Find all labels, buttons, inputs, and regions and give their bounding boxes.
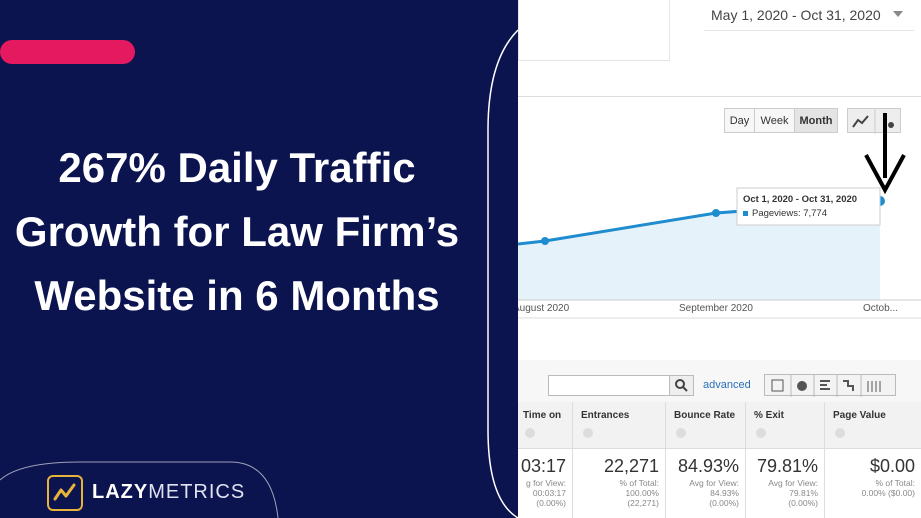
- subtext-line: % of Total:: [619, 478, 659, 488]
- table-column: Time on 03:17 g for View: 00:03:17 (0.00%): [518, 402, 572, 518]
- table-column: Page Value $0.00% of Total: 0.00% ($0.00): [824, 402, 921, 518]
- subtext-line: 100.00%: [625, 488, 659, 498]
- date-picker[interactable]: May 1, 2020 - Oct 31, 2020: [704, 0, 914, 31]
- help-icon: [756, 428, 766, 438]
- column-header: Entrances: [573, 402, 665, 449]
- advanced-link[interactable]: advanced: [703, 379, 751, 391]
- subtext-line: 79.81%: [789, 488, 818, 498]
- chart-icons: [852, 109, 894, 134]
- subtext-line: (0.00%): [788, 498, 818, 508]
- logo-light: METRICS: [148, 481, 246, 503]
- header-text: Page Value: [833, 410, 886, 421]
- subtext-line: % of Total:: [875, 478, 915, 488]
- period-button[interactable]: Day: [724, 108, 755, 133]
- table-column: Bounce Rate 84.93% Avg for View: 84.93% (0.0…: [665, 402, 745, 518]
- metric-subtext: % of Total: 100.00% (22,271): [619, 478, 659, 508]
- left-panel: 267% Daily Traffic Growth for Law Firm’s…: [0, 29, 518, 518]
- metric-value: 22,271: [603, 456, 659, 476]
- tooltip-metric: Pageviews: 7,774: [752, 208, 827, 219]
- subtext-line: Avg for View:: [768, 478, 818, 488]
- headline: 267% Daily Traffic Growth for Law Firm’s…: [14, 144, 460, 319]
- subtext-line: (0.00%): [536, 498, 566, 508]
- tooltip-date: Oct 1, 2020 - Oct 31, 2020: [743, 194, 858, 205]
- subtext-line: 00:03:17: [532, 488, 566, 498]
- metric-value: 03:17: [520, 456, 566, 476]
- chart-type-buttons[interactable]: [847, 108, 901, 134]
- metric-value: 84.93%: [677, 456, 739, 476]
- help-icon: [583, 428, 593, 438]
- column-header: Bounce Rate: [666, 402, 745, 449]
- divider: [518, 96, 921, 97]
- metric-value: 79.81%: [756, 456, 818, 476]
- dropdown-caret: [893, 11, 903, 17]
- subtext-line: 0.00% ($0.00): [861, 488, 915, 498]
- subtext-line: (0.00%): [709, 498, 739, 508]
- column-header: Time on: [518, 402, 572, 449]
- subtext-line: g for View:: [525, 478, 566, 488]
- subtext-line: (22,271): [627, 498, 659, 508]
- column-header: % Exit: [746, 402, 824, 449]
- metrics-table: Time on 03:17 g for View: 00:03:17 (0.00%) En…: [518, 0, 921, 518]
- metric-subtext: g for View: 00:03:17 (0.00%): [526, 478, 566, 508]
- metric-value: $0.00: [869, 456, 915, 476]
- search-icon: [675, 379, 688, 392]
- header-text: % Exit: [754, 410, 785, 421]
- help-icon: [676, 428, 686, 438]
- table-column: % Exit 79.81% Avg for View: 79.81% (0.00%): [745, 402, 824, 518]
- table-column: Entrances 22,271% of Total: 100.00% (22,271…: [572, 402, 665, 518]
- column-header: Page Value: [825, 402, 921, 449]
- search-button[interactable]: [669, 375, 694, 396]
- logo-bold: LAZY: [92, 481, 149, 503]
- x-label: August 2020: [518, 303, 570, 314]
- x-label: Octob...: [863, 303, 899, 314]
- view-icons: [771, 375, 881, 397]
- metric-subtext: Avg for View: 79.81% (0.00%): [768, 478, 818, 508]
- header-text: Time on: [523, 410, 562, 421]
- subtext-line: Avg for View:: [689, 478, 739, 488]
- period-button[interactable]: Month: [794, 108, 838, 133]
- period-button[interactable]: Week: [754, 108, 795, 133]
- view-buttons[interactable]: [764, 374, 896, 397]
- header-text: Bounce Rate: [674, 410, 736, 421]
- metric-subtext: % of Total: 0.00% ($0.00): [862, 478, 915, 498]
- subtext-line: 84.93%: [710, 488, 739, 498]
- analytics-screenshot: May 1, 2020 - Oct 31, 2020 Day Week Mont…: [518, 0, 921, 518]
- logo-text: LAZYMETRICS: [92, 481, 245, 504]
- blank-panel: [518, 0, 670, 61]
- decor-curves: [0, 29, 518, 518]
- help-icon: [525, 428, 535, 438]
- accent-pill: [0, 40, 135, 64]
- date-range: May 1, 2020 - Oct 31, 2020: [711, 7, 881, 23]
- header-text: Entrances: [581, 410, 630, 421]
- x-label: September 2020: [679, 303, 753, 314]
- logo-icon: [47, 475, 83, 511]
- help-icon: [835, 428, 845, 438]
- metric-subtext: Avg for View: 84.93% (0.00%): [689, 478, 739, 508]
- line-chart: [518, 113, 921, 319]
- logo-glyph: [53, 483, 76, 501]
